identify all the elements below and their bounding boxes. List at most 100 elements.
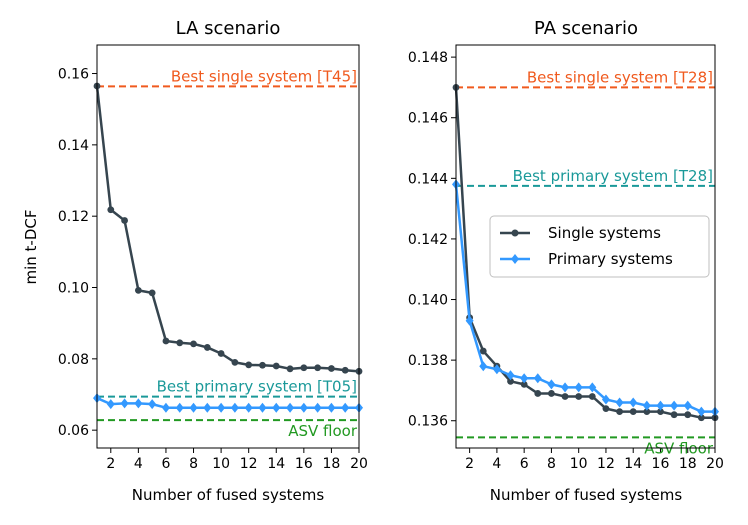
la-primary-point — [230, 402, 239, 413]
pa-series — [452, 84, 719, 422]
la-primary-point — [217, 402, 226, 413]
pa-reference-label: Best single system [T28] — [527, 68, 713, 86]
pa-x-tick-label: 16 — [652, 456, 670, 472]
la-x-tick-label: 8 — [189, 456, 198, 472]
pa-primary-point — [492, 364, 501, 375]
la-single-point — [314, 364, 322, 372]
pa-primary-point — [520, 373, 529, 384]
la-primary-point — [134, 398, 143, 409]
pa-y-tick-label: 0.142 — [408, 232, 448, 248]
la-primary-point — [313, 402, 322, 413]
la-x-tick-label: 18 — [323, 456, 341, 472]
la-x-tick-label: 10 — [212, 456, 230, 472]
pa-x-tick-label: 12 — [597, 456, 615, 472]
pa-single-point — [575, 393, 583, 400]
pa-y-tick-label: 0.138 — [408, 353, 448, 369]
la-single-point — [162, 337, 170, 345]
legend-primary-label: Primary systems — [548, 250, 673, 268]
la-single-point — [176, 339, 184, 347]
pa-primary-point — [479, 361, 488, 372]
pa-single-point — [629, 408, 637, 416]
pa-single-point — [643, 408, 651, 416]
la-single-point — [300, 364, 308, 372]
pa-y-tick-label: 0.144 — [408, 171, 448, 187]
pa-single-point — [670, 411, 678, 419]
la-x-tick-label: 20 — [350, 456, 368, 472]
la-y-tick-label: 0.06 — [58, 423, 89, 439]
pa-single-point — [520, 380, 528, 388]
la-primary-point — [272, 402, 281, 413]
la-reference-label: ASV floor — [288, 422, 358, 440]
pa-single-point — [602, 405, 610, 413]
la-y-axis-label: min t-DCF — [22, 210, 40, 285]
la-single-point — [341, 366, 349, 374]
pa-primary-point — [683, 400, 692, 411]
la-plot-frame — [96, 44, 360, 449]
la-panel: LA scenario Number of fused systems min … — [22, 18, 368, 504]
pa-primary-point — [465, 315, 474, 326]
la-single-point — [203, 344, 211, 351]
la-single-point — [217, 350, 225, 357]
pa-single-point — [507, 377, 514, 385]
pa-x-axis-label: Number of fused systems — [490, 486, 683, 504]
la-series — [93, 82, 363, 413]
pa-single-point — [697, 414, 705, 422]
pa-primary-point — [656, 400, 665, 411]
pa-primary-point — [642, 400, 651, 411]
pa-x-tick-label: 18 — [679, 456, 697, 472]
la-single-point — [328, 365, 335, 372]
la-primary-point — [148, 399, 157, 410]
pa-single-point — [548, 390, 555, 397]
pa-primary-point — [629, 397, 638, 408]
la-primary-point — [327, 402, 336, 413]
la-single-point — [134, 286, 142, 294]
pa-x-tick-label: 14 — [624, 456, 642, 472]
la-chart-title: LA scenario — [176, 18, 281, 39]
pa-primary-point — [615, 397, 624, 408]
pa-single-point — [684, 411, 692, 419]
la-primary-point — [175, 402, 184, 413]
pa-primary-point — [588, 382, 597, 393]
pa-x-tick-label: 20 — [706, 456, 724, 472]
la-primary-point — [106, 399, 115, 410]
la-single-point — [148, 289, 156, 297]
pa-legend: Single systems Primary systems — [489, 215, 710, 278]
la-x-tick-label: 16 — [295, 456, 313, 472]
pa-primary-point — [574, 382, 583, 393]
pa-x-tick-label: 4 — [492, 456, 501, 472]
pa-y-tick-label: 0.148 — [408, 50, 448, 66]
pa-single-point — [657, 408, 664, 416]
pa-x-tick-label: 2 — [465, 456, 474, 472]
pa-y-tick-label: 0.136 — [408, 414, 448, 430]
la-primary-point — [299, 402, 308, 413]
la-x-axis-label: Number of fused systems — [132, 486, 325, 504]
la-primary-point — [286, 402, 295, 413]
pa-plot-frame — [455, 44, 716, 449]
la-x-tick-label: 4 — [134, 456, 143, 472]
la-ticks: 2 4 6 8 10 12 14 16 18 20 0.06 0.08 0.10 0.12 0.14 0.16 — [58, 67, 368, 472]
pa-panel: PA scenario Number of fused systems 2 4 6 8… — [408, 18, 724, 504]
pa-primary-point — [670, 400, 679, 411]
la-y-tick-label: 0.12 — [58, 209, 89, 225]
pa-primary-point — [506, 370, 515, 381]
la-x-tick-label: 14 — [267, 456, 285, 472]
la-y-tick-label: 0.16 — [58, 67, 89, 83]
pa-primary-point — [533, 373, 542, 384]
pa-chart-title: PA scenario — [534, 18, 638, 39]
la-reference-label: Best primary system [T05] — [157, 378, 357, 396]
la-single-point — [272, 362, 280, 370]
la-single-point — [231, 359, 239, 366]
pa-primary-point — [561, 382, 570, 393]
pa-reference-label: Best primary system [T28] — [513, 167, 713, 185]
la-primary-point — [258, 402, 267, 413]
la-single-point — [286, 365, 294, 373]
la-y-tick-label: 0.08 — [58, 352, 89, 368]
pa-single-point — [479, 347, 487, 355]
la-single-point — [121, 217, 128, 224]
la-single-point — [190, 340, 197, 348]
la-primary-point — [244, 402, 253, 413]
legend-single-marker — [511, 229, 519, 237]
legend-primary-marker — [511, 254, 519, 264]
la-reference-lines: Best single system [T45] Best primary sys… — [97, 67, 359, 440]
